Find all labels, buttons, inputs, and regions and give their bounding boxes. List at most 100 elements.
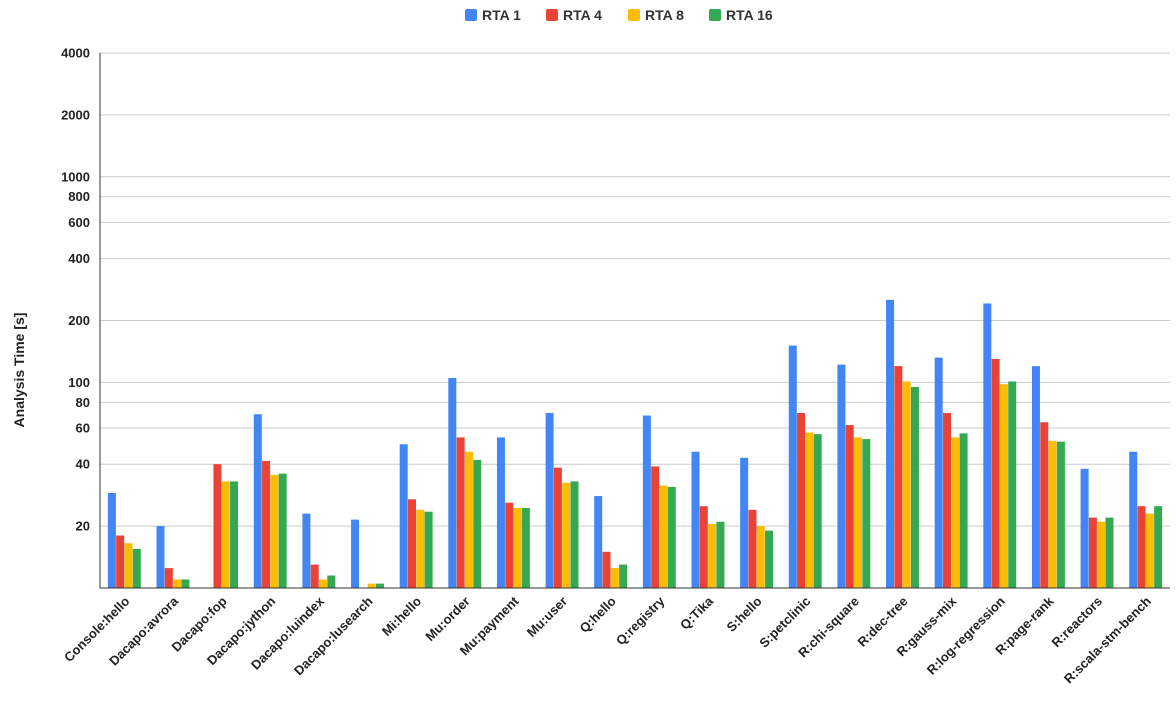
bar-rta-4-mu-payment [505,502,514,588]
y-tick-label: 200 [68,313,90,328]
bar-rta-16-dacapo-jython [278,473,287,588]
bar-rta-16-mu-payment [521,507,530,588]
bar-rta-8-s-hello [756,526,765,588]
bar-rta-16-r-page-rank [1056,441,1065,588]
legend-label: RTA 8 [645,7,684,23]
bar-rta-1-dacapo-jython [253,414,262,588]
bar-rta-4-r-chi-square [845,425,854,588]
bar-rta-1-q-tika [691,451,700,588]
bar-rta-1-r-dec-tree [886,299,895,588]
bar-rta-16-dacapo-fop [230,481,239,588]
bar-rta-4-r-gauss-mix [942,412,951,588]
legend-item-rta-1: RTA 1 [465,7,521,23]
bar-rta-16-q-tika [716,521,725,588]
bar-rta-16-q-registry [667,486,676,588]
legend-swatch [628,9,640,21]
bar-rta-1-s-petclinic [788,345,797,588]
bar-rta-1-s-hello [740,457,749,588]
bar-rta-8-dacapo-luindex [319,579,328,588]
axes [99,53,1170,589]
bar-rta-4-q-registry [651,466,660,588]
bar-rta-16-r-reactors [1105,517,1114,588]
bar-rta-16-r-scala-stm-bench [1154,506,1163,588]
bar-rta-8-mu-order [464,451,473,588]
bar-rta-8-r-chi-square [854,437,863,588]
bar-rta-16-mi-hello [424,511,433,588]
y-tick-label: 1000 [61,169,90,184]
bar-rta-16-s-petclinic [813,434,822,588]
bar-rta-1-q-hello [594,496,603,588]
x-category-label: Mu:user [524,594,570,640]
bar-rta-16-dacapo-avrora [181,579,190,588]
y-tick-label: 100 [68,375,90,390]
bar-rta-1-r-gauss-mix [934,357,943,588]
y-tick-label: 40 [76,457,90,472]
legend-item-rta-4: RTA 4 [546,7,602,23]
bar-rta-1-r-reactors [1080,468,1089,588]
bar-rta-4-dacapo-avrora [164,568,173,588]
bar-rta-1-mu-payment [496,437,505,588]
y-tick-label: 60 [76,421,90,436]
bar-rta-8-r-reactors [1097,521,1106,588]
bar-rta-16-r-gauss-mix [959,433,968,588]
bar-rta-1-dacapo-luindex [302,513,311,588]
bar-rta-4-dacapo-fop [213,464,222,588]
bar-rta-1-dacapo-avrora [156,526,165,588]
bar-rta-4-mu-user [553,467,562,588]
bar-rta-16-s-hello [765,530,774,588]
bar-rta-4-r-log-regression [991,358,1000,588]
bar-rta-8-mu-user [562,482,571,588]
bar-rta-16-r-dec-tree [910,386,919,588]
bar-rta-8-q-hello [610,568,619,588]
bar-rta-4-q-hello [602,551,611,588]
legend-item-rta-8: RTA 8 [628,7,684,23]
bar-rta-8-dacapo-lusearch [367,583,376,588]
x-category-label: Q:Tika [677,593,717,633]
legend-item-rta-16: RTA 16 [709,7,773,23]
bar-rta-1-q-registry [642,415,651,588]
bar-rta-1-r-log-regression [983,303,992,588]
bar-rta-4-s-petclinic [797,412,806,588]
bar-rta-16-r-chi-square [862,439,871,588]
y-tick-label: 20 [76,519,90,534]
bar-rta-8-mu-payment [513,507,522,588]
bar-rta-1-mi-hello [399,444,408,588]
bar-rta-4-r-dec-tree [894,366,903,588]
y-axis-title: Analysis Time [s] [11,313,27,428]
legend-swatch [546,9,558,21]
y-tick-label: 600 [68,215,90,230]
bar-rta-8-dacapo-avrora [173,579,182,588]
legend-label: RTA 16 [726,7,773,23]
x-category-label: Q:hello [577,593,619,635]
bar-rta-8-r-page-rank [1048,440,1057,588]
bar-rta-4-dacapo-jython [262,460,271,588]
bar-rta-16-dacapo-luindex [327,575,336,588]
bar-rta-1-r-scala-stm-bench [1129,451,1138,588]
bar-rta-8-r-dec-tree [902,381,911,588]
bar-rta-16-mu-user [570,481,579,588]
bar-rta-1-r-page-rank [1031,366,1040,588]
grid-lines [100,52,1170,527]
bar-rta-8-r-gauss-mix [951,437,960,588]
bar-rta-4-dacapo-luindex [310,564,319,588]
bar-rta-1-mu-order [448,378,457,588]
bar-rta-8-console-hello [124,543,133,588]
bar-rta-8-q-tika [708,523,717,588]
x-category-label: R:scala-stm-bench [1061,593,1154,686]
bar-rta-16-r-log-regression [1008,381,1017,588]
bar-rta-1-dacapo-lusearch [351,519,360,588]
y-tick-label: 800 [68,189,90,204]
y-tick-label: 2000 [61,107,90,122]
x-category-labels: Console:helloDacapo:avroraDacapo:fopDaca… [61,593,1154,686]
bar-rta-4-r-reactors [1088,517,1097,588]
y-tick-label: 400 [68,251,90,266]
bar-rta-8-s-petclinic [805,432,814,588]
bar-rta-4-s-hello [748,509,757,588]
bar-rta-8-q-registry [659,485,668,588]
legend-swatch [709,9,721,21]
y-tick-labels: 20 40 60 80 100 200 400 600 800 1000 2000 4000 [61,46,90,534]
bar-rta-1-mu-user [545,412,554,588]
y-tick-label: 80 [76,395,90,410]
x-category-label: Mi:hello [379,593,424,638]
